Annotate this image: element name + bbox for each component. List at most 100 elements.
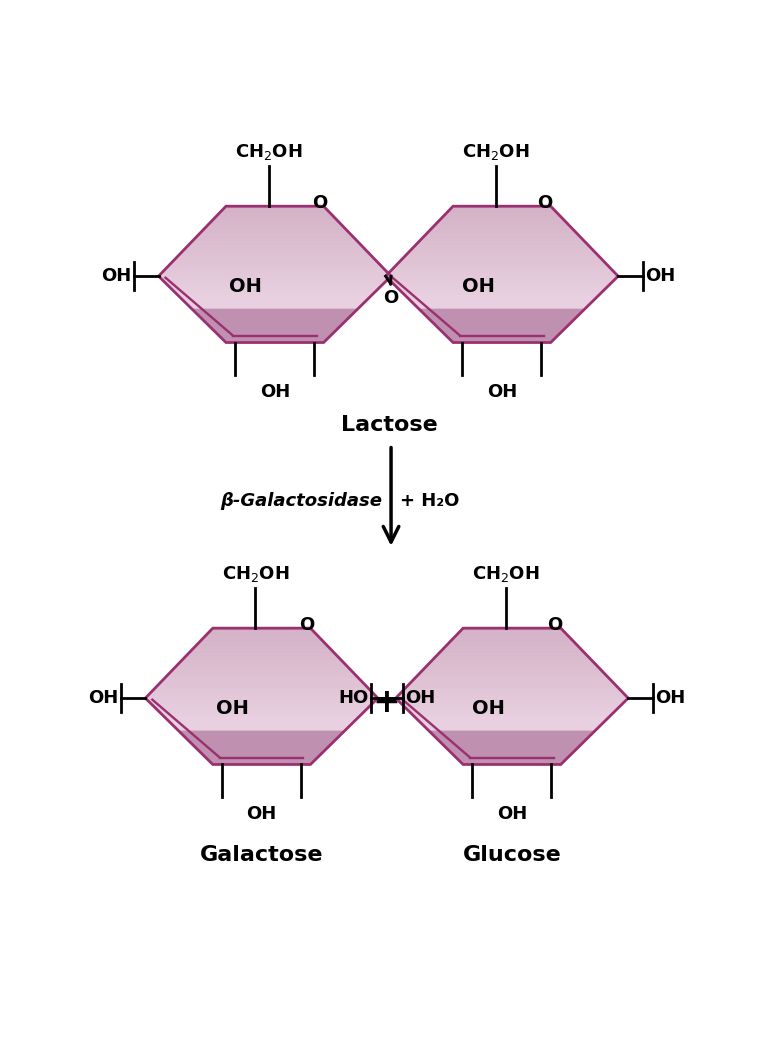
Polygon shape: [401, 702, 624, 706]
Polygon shape: [429, 731, 595, 765]
Polygon shape: [169, 671, 355, 674]
Polygon shape: [159, 206, 391, 342]
Polygon shape: [182, 657, 341, 660]
Polygon shape: [159, 274, 391, 277]
Text: CH$_2$OH: CH$_2$OH: [472, 564, 540, 584]
Polygon shape: [398, 260, 606, 263]
Polygon shape: [456, 631, 568, 636]
Polygon shape: [460, 628, 564, 631]
Text: Galactose: Galactose: [200, 845, 323, 865]
Polygon shape: [188, 242, 361, 245]
Text: HO: HO: [338, 690, 369, 708]
Polygon shape: [164, 266, 385, 270]
Polygon shape: [161, 270, 388, 274]
Text: O: O: [383, 288, 398, 306]
Polygon shape: [198, 231, 351, 234]
Polygon shape: [404, 706, 620, 710]
Text: β-Galactosidase: β-Galactosidase: [220, 491, 382, 510]
Polygon shape: [185, 653, 337, 657]
Polygon shape: [419, 308, 585, 342]
Polygon shape: [423, 234, 581, 238]
Polygon shape: [165, 674, 358, 678]
Polygon shape: [439, 649, 584, 653]
Polygon shape: [178, 252, 372, 256]
Polygon shape: [179, 660, 344, 663]
Polygon shape: [426, 231, 578, 234]
Polygon shape: [150, 702, 373, 706]
Polygon shape: [446, 642, 578, 646]
Polygon shape: [210, 628, 314, 631]
Polygon shape: [439, 216, 565, 221]
Polygon shape: [429, 660, 595, 663]
Polygon shape: [146, 699, 377, 702]
Polygon shape: [397, 699, 627, 702]
Polygon shape: [419, 671, 605, 674]
Text: O: O: [547, 616, 562, 634]
Polygon shape: [223, 206, 327, 210]
Text: OH: OH: [216, 699, 249, 718]
Polygon shape: [209, 221, 340, 224]
Polygon shape: [398, 692, 625, 696]
Polygon shape: [175, 256, 375, 260]
Polygon shape: [176, 663, 348, 667]
Text: OH: OH: [486, 382, 517, 400]
Polygon shape: [453, 636, 571, 639]
Text: OH: OH: [405, 690, 435, 708]
Text: CH$_2$OH: CH$_2$OH: [222, 564, 290, 584]
Polygon shape: [205, 224, 344, 227]
Polygon shape: [432, 224, 572, 227]
Polygon shape: [145, 628, 378, 765]
Polygon shape: [160, 277, 390, 281]
Polygon shape: [419, 238, 585, 242]
Polygon shape: [182, 249, 368, 252]
Polygon shape: [407, 710, 616, 713]
Polygon shape: [405, 685, 619, 689]
Polygon shape: [145, 696, 378, 699]
Polygon shape: [435, 653, 588, 657]
Polygon shape: [199, 639, 324, 642]
Polygon shape: [397, 287, 606, 291]
Polygon shape: [158, 681, 365, 685]
Polygon shape: [192, 646, 331, 649]
Polygon shape: [168, 263, 382, 266]
Polygon shape: [162, 678, 362, 681]
Polygon shape: [185, 245, 365, 249]
Polygon shape: [212, 216, 337, 221]
Text: CH$_2$OH: CH$_2$OH: [462, 142, 530, 162]
Polygon shape: [412, 678, 612, 681]
Text: OH: OH: [88, 690, 119, 708]
Polygon shape: [148, 692, 375, 696]
Polygon shape: [178, 731, 345, 765]
Polygon shape: [409, 249, 595, 252]
Polygon shape: [170, 287, 379, 291]
Text: + H₂O: + H₂O: [401, 491, 460, 510]
Polygon shape: [443, 213, 561, 216]
Polygon shape: [385, 274, 618, 277]
Polygon shape: [192, 238, 358, 242]
Text: O: O: [299, 616, 314, 634]
Polygon shape: [188, 304, 363, 308]
Polygon shape: [189, 649, 334, 653]
Polygon shape: [432, 657, 591, 660]
Polygon shape: [171, 260, 378, 263]
Polygon shape: [442, 646, 581, 649]
Polygon shape: [387, 277, 617, 281]
Polygon shape: [154, 706, 370, 710]
Text: O: O: [312, 194, 328, 212]
Polygon shape: [408, 681, 616, 685]
Polygon shape: [203, 636, 321, 639]
Polygon shape: [396, 696, 629, 699]
Polygon shape: [414, 304, 589, 308]
Polygon shape: [405, 252, 599, 256]
Polygon shape: [390, 281, 613, 284]
Polygon shape: [425, 727, 600, 731]
Polygon shape: [396, 628, 629, 765]
Text: Glucose: Glucose: [463, 845, 562, 865]
Text: OH: OH: [655, 690, 686, 708]
Text: CH$_2$OH: CH$_2$OH: [235, 142, 302, 162]
Polygon shape: [155, 685, 369, 689]
Text: OH: OH: [246, 805, 277, 823]
Text: Lactose: Lactose: [341, 415, 438, 435]
Polygon shape: [446, 210, 558, 213]
Text: OH: OH: [497, 805, 527, 823]
